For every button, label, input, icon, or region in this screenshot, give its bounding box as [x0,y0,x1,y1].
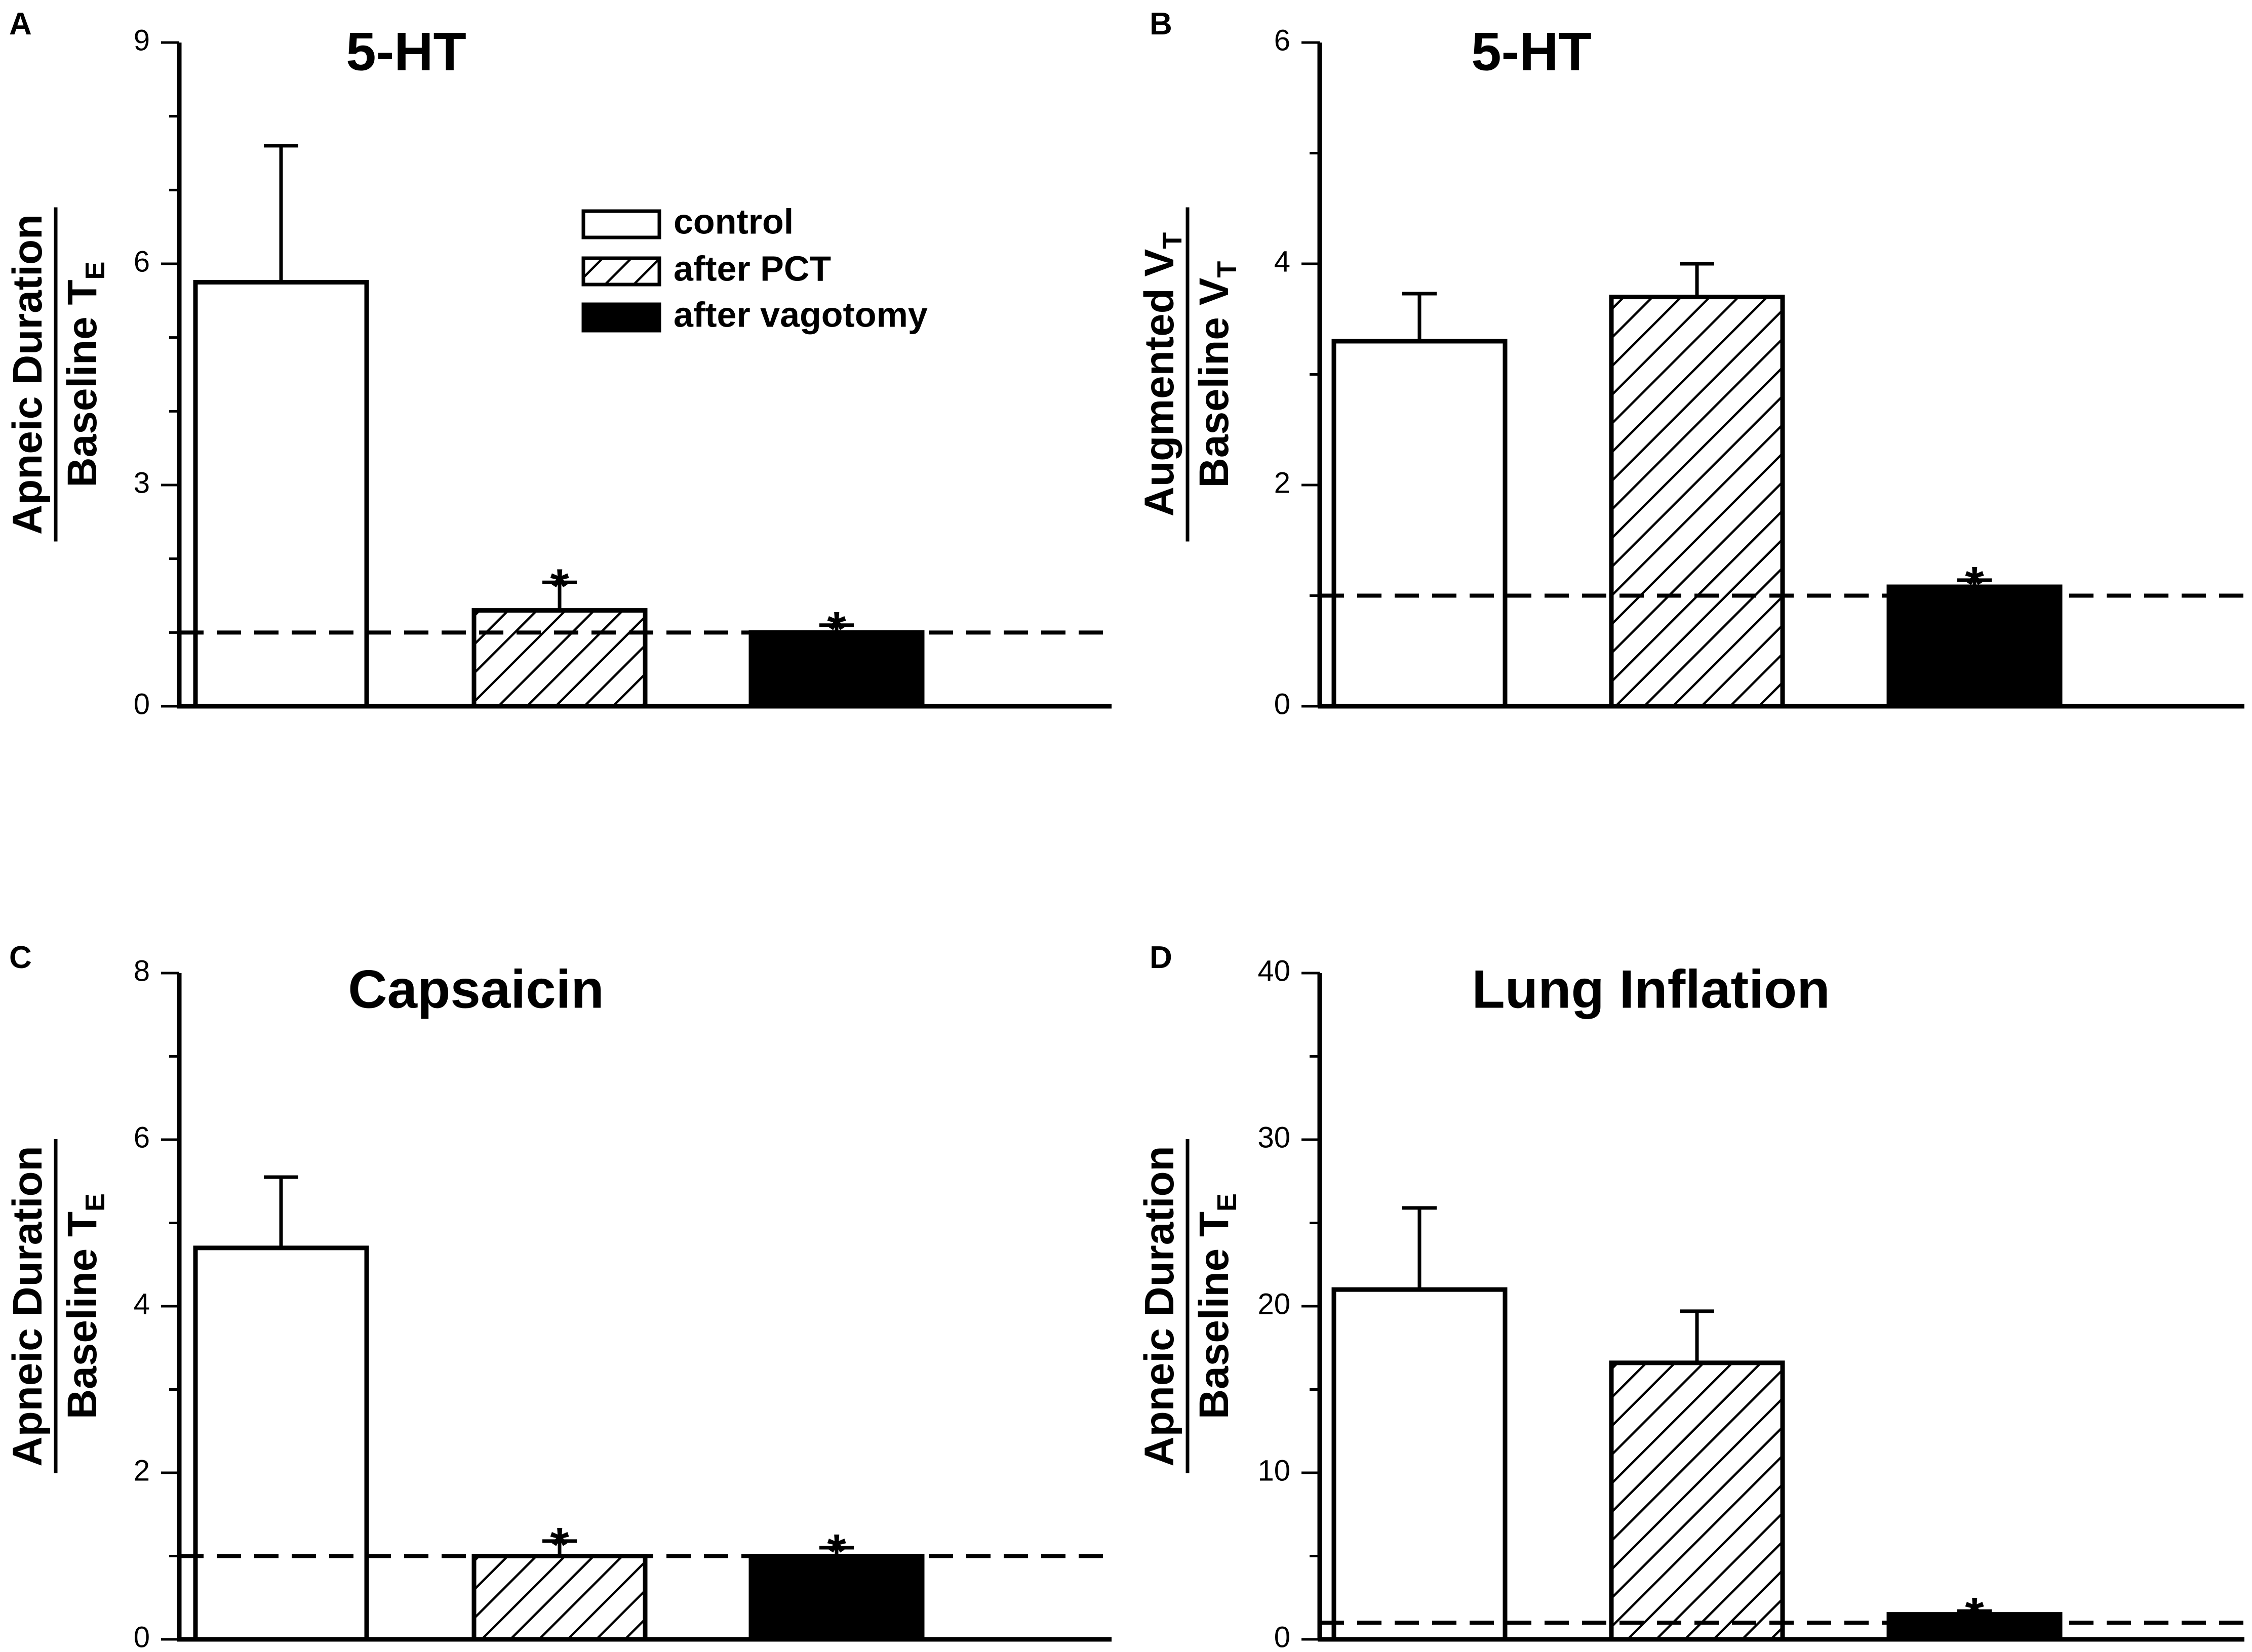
tick-label: 0 [134,1621,150,1652]
y-axis-label: Apneic Duration Baseline TE [5,207,110,542]
y-label-denominator-text: Baseline V [1191,277,1237,488]
significance-star: * [1965,557,1984,611]
tick-label: 40 [1257,954,1290,987]
bar-control [193,279,369,709]
y-label-denominator: Baseline TE [59,261,110,487]
chart-title: 5-HT [346,21,466,82]
y-label-denominator: Baseline TE [1191,1193,1242,1419]
tick-label: 9 [134,24,150,57]
panel-d: D Lung Inflation 0 10 20 30 40 Apneic Duration B… [1136,940,2244,1652]
legend-swatch-after-PCT [581,256,661,287]
significance-star: * [1965,1588,1984,1642]
y-label-denominator: Baseline VT [1191,261,1242,488]
y-label-numerator: Apneic Duration [5,1146,51,1466]
tick-label: 6 [134,245,150,278]
y-label-numerator-text: Apneic Duration [1136,1146,1182,1466]
bar-control [1331,1287,1508,1642]
y-label-numerator-text: Apneic Duration [5,1146,51,1466]
legend-swatch-control [581,209,661,239]
y-label-numerator-subscript: T [1157,232,1188,249]
tick-label: 20 [1257,1287,1290,1320]
bar-after-PCT [1609,295,1785,709]
tick-label: 30 [1257,1121,1290,1154]
y-label-denominator-subscript: E [80,1193,110,1212]
tick-label: 10 [1257,1454,1290,1487]
y-label-denominator-text: Baseline T [59,279,105,487]
tick-label: 2 [134,1454,150,1487]
y-label-numerator: Apneic Duration [1136,1146,1182,1466]
y-label-numerator-text: Apneic Duration [5,214,51,535]
bar-after-PCT [471,1554,648,1642]
y-label-numerator: Augmented VT [1136,232,1188,516]
tick-label: 3 [134,466,150,499]
panel-letter: C [9,940,32,975]
significance-star: * [827,1524,846,1579]
tick-label: 2 [1274,466,1290,499]
panel-letter: D [1150,940,1172,975]
tick-label: 0 [134,688,150,720]
y-axis-label: Apneic Duration Baseline TE [5,1139,110,1473]
legend: control after PCT after vagotomy [581,202,928,334]
chart-title: Lung Inflation [1472,958,1830,1019]
bar-after-PCT [471,608,648,709]
panel-a: A 5-HT 0 3 6 9 Apneic Duration Baseline TE * * [5,7,1112,720]
tick-label: 6 [134,1121,150,1154]
y-label-denominator: Baseline TE [59,1193,110,1419]
y-label-numerator: Apneic Duration [5,214,51,535]
legend-swatch-after-vagotomy [581,302,661,333]
legend-label: control [674,202,794,241]
legend-label: after vagotomy [674,295,928,334]
panel-letter: B [1150,7,1172,42]
tick-label: 8 [134,954,150,987]
chart-title: 5-HT [1471,21,1592,82]
significance-star: * [550,559,569,613]
bar-after-vagotomy [748,1554,925,1642]
y-label-denominator-text: Baseline T [59,1212,105,1419]
tick-label: 4 [1274,245,1290,278]
bar-control [193,1245,369,1642]
bar-after-vagotomy [1886,1612,2063,1642]
legend-label: after PCT [674,249,831,288]
tick-label: 0 [1274,1621,1290,1652]
tick-label: 0 [1274,688,1290,720]
y-label-denominator-subscript: E [80,261,110,279]
bar-after-vagotomy [1886,584,2063,709]
tick-label: 4 [134,1287,150,1320]
y-axis-label: Apneic Duration Baseline TE [1136,1139,1242,1473]
panel-c: C Capsaicin 0 2 4 6 8 Apneic Duration Baseline T… [5,940,1112,1652]
bar-control [1331,339,1508,709]
bar-after-PCT [1609,1360,1785,1642]
significance-star: * [827,602,846,656]
y-label-denominator-text: Baseline T [1191,1212,1237,1419]
y-label-denominator-subscript: T [1212,261,1242,278]
significance-star: * [550,1518,569,1572]
panel-letter: A [9,7,32,42]
tick-label: 6 [1274,24,1290,57]
chart-title: Capsaicin [348,958,604,1019]
y-label-denominator-subscript: E [1212,1193,1242,1212]
y-label-numerator-text: Augmented V [1136,249,1182,516]
